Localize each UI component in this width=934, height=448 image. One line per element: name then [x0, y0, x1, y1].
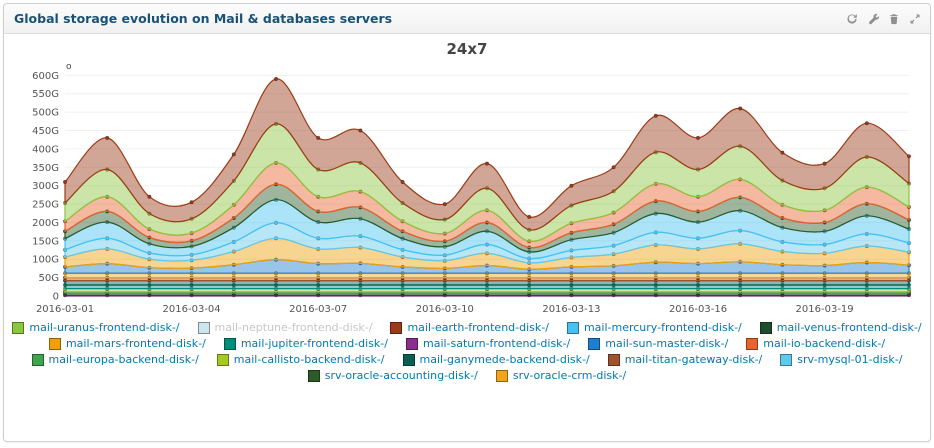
x-axis: 2016-03-01 2016-03-04 2016-03-07 2016-03-10…: [36, 304, 854, 315]
legend-swatch-icon: [31, 353, 44, 366]
svg-text:450G: 450G: [32, 126, 59, 137]
legend-row: mail-uranus-frontend-disk-/ mail-neptune-…: [8, 321, 926, 334]
legend-item[interactable]: mail-neptune-frontend-disk-/: [197, 321, 373, 334]
svg-text:350G: 350G: [32, 163, 59, 174]
widget-toolbar: [845, 12, 922, 26]
legend-item[interactable]: mail-mars-frontend-disk-/: [48, 337, 206, 350]
legend-item-label: srv-oracle-accounting-disk-/: [324, 369, 478, 382]
legend-item[interactable]: srv-mysql-01-disk-/: [780, 353, 902, 366]
legend-item-label: mail-saturn-frontend-disk-/: [422, 337, 571, 350]
expand-icon[interactable]: [908, 12, 922, 26]
legend-item[interactable]: mail-sun-master-disk-/: [588, 337, 728, 350]
legend-item[interactable]: mail-venus-frontend-disk-/: [759, 321, 922, 334]
legend-item-label: mail-io-backend-disk-/: [763, 337, 886, 350]
svg-text:0: 0: [53, 292, 59, 303]
legend-item-label: srv-mysql-01-disk-/: [797, 353, 903, 366]
legend-item-label: mail-callisto-backend-disk-/: [233, 353, 385, 366]
legend-item-label: mail-mercury-frontend-disk-/: [583, 321, 742, 334]
svg-text:50G: 50G: [39, 273, 59, 284]
svg-text:2016-03-16: 2016-03-16: [669, 304, 727, 315]
legend-swatch-icon: [48, 337, 61, 350]
legend-swatch-icon: [216, 353, 229, 366]
svg-text:2016-03-04: 2016-03-04: [163, 304, 221, 315]
legend-item[interactable]: mail-callisto-backend-disk-/: [216, 353, 385, 366]
svg-text:200G: 200G: [32, 218, 59, 229]
legend-swatch-icon: [588, 337, 601, 350]
legend-swatch-icon: [197, 321, 210, 334]
legend-item[interactable]: mail-jupiter-frontend-disk-/: [223, 337, 388, 350]
svg-text:250G: 250G: [32, 200, 59, 211]
legend-item[interactable]: mail-europa-backend-disk-/: [31, 353, 199, 366]
svg-text:150G: 150G: [32, 236, 59, 247]
chart-legend: mail-uranus-frontend-disk-/ mail-neptune-…: [8, 321, 926, 382]
svg-text:2016-03-10: 2016-03-10: [416, 304, 474, 315]
svg-text:100G: 100G: [32, 255, 59, 266]
legend-swatch-icon: [780, 353, 793, 366]
legend-swatch-icon: [307, 369, 320, 382]
legend-item-label: mail-earth-frontend-disk-/: [407, 321, 549, 334]
legend-item[interactable]: srv-oracle-accounting-disk-/: [307, 369, 478, 382]
legend-item[interactable]: mail-mercury-frontend-disk-/: [566, 321, 742, 334]
legend-item[interactable]: mail-saturn-frontend-disk-/: [405, 337, 571, 350]
legend-item[interactable]: srv-oracle-crm-disk-/: [495, 369, 627, 382]
svg-text:2016-03-19: 2016-03-19: [796, 304, 854, 315]
legend-swatch-icon: [566, 321, 579, 334]
svg-text:300G: 300G: [32, 181, 59, 192]
svg-text:2016-03-13: 2016-03-13: [542, 304, 600, 315]
series-areas: [62, 76, 911, 298]
legend-item-label: mail-jupiter-frontend-disk-/: [240, 337, 388, 350]
legend-item-label: mail-ganymede-backend-disk-/: [419, 353, 590, 366]
legend-swatch-icon: [495, 369, 508, 382]
svg-text:600G: 600G: [32, 71, 59, 82]
legend-row: srv-oracle-accounting-disk-/ srv-oracle-c…: [8, 369, 926, 382]
legend-item-label: mail-mars-frontend-disk-/: [65, 337, 206, 350]
y-axis: 0 50G 100G 150G 200G 250G 300G 350G 400G 450G 500G…: [32, 71, 909, 303]
legend-item-label: mail-sun-master-disk-/: [605, 337, 729, 350]
legend-item[interactable]: mail-ganymede-backend-disk-/: [402, 353, 590, 366]
legend-swatch-icon: [12, 321, 25, 334]
svg-text:500G: 500G: [32, 108, 59, 119]
legend-swatch-icon: [759, 321, 772, 334]
svg-text:2016-03-07: 2016-03-07: [289, 304, 347, 315]
legend-item-label: mail-venus-frontend-disk-/: [776, 321, 922, 334]
legend-swatch-icon: [607, 353, 620, 366]
legend-swatch-icon: [405, 337, 418, 350]
legend-item[interactable]: mail-uranus-frontend-disk-/: [12, 321, 180, 334]
legend-item-label: mail-titan-gateway-disk-/: [624, 353, 763, 366]
widget-panel: Global storage evolution on Mail & datab…: [3, 3, 931, 442]
svg-text:2016-03-01: 2016-03-01: [36, 304, 94, 315]
legend-row: mail-europa-backend-disk-/ mail-callisto-…: [8, 353, 926, 366]
storage-area-chart[interactable]: 0 50G 100G 150G 200G 250G 300G 350G 400G 450G 500G…: [8, 60, 930, 318]
legend-swatch-icon: [390, 321, 403, 334]
legend-item-label: mail-europa-backend-disk-/: [48, 353, 199, 366]
trash-icon[interactable]: [887, 12, 901, 26]
legend-item[interactable]: mail-titan-gateway-disk-/: [607, 353, 763, 366]
legend-swatch-icon: [223, 337, 236, 350]
legend-row: mail-mars-frontend-disk-/ mail-jupiter-fr…: [8, 337, 926, 350]
legend-item-label: mail-uranus-frontend-disk-/: [29, 321, 180, 334]
plot-artifact: o: [66, 62, 72, 72]
legend-item[interactable]: mail-earth-frontend-disk-/: [390, 321, 549, 334]
svg-text:400G: 400G: [32, 144, 59, 155]
chart-area: 24x7 o 0 50G 100G 150G 200G 250G 300G 350G 400G 4…: [4, 34, 930, 441]
legend-item-label: srv-oracle-crm-disk-/: [512, 369, 627, 382]
legend-item-label: mail-neptune-frontend-disk-/: [214, 321, 373, 334]
legend-item[interactable]: mail-io-backend-disk-/: [746, 337, 885, 350]
chart-title: 24x7: [446, 40, 488, 58]
wrench-icon[interactable]: [866, 12, 880, 26]
legend-swatch-icon: [402, 353, 415, 366]
widget-title: Global storage evolution on Mail & datab…: [14, 11, 393, 26]
legend-swatch-icon: [746, 337, 759, 350]
widget-header: Global storage evolution on Mail & datab…: [4, 4, 930, 34]
svg-text:550G: 550G: [32, 89, 59, 100]
refresh-icon[interactable]: [845, 12, 859, 26]
